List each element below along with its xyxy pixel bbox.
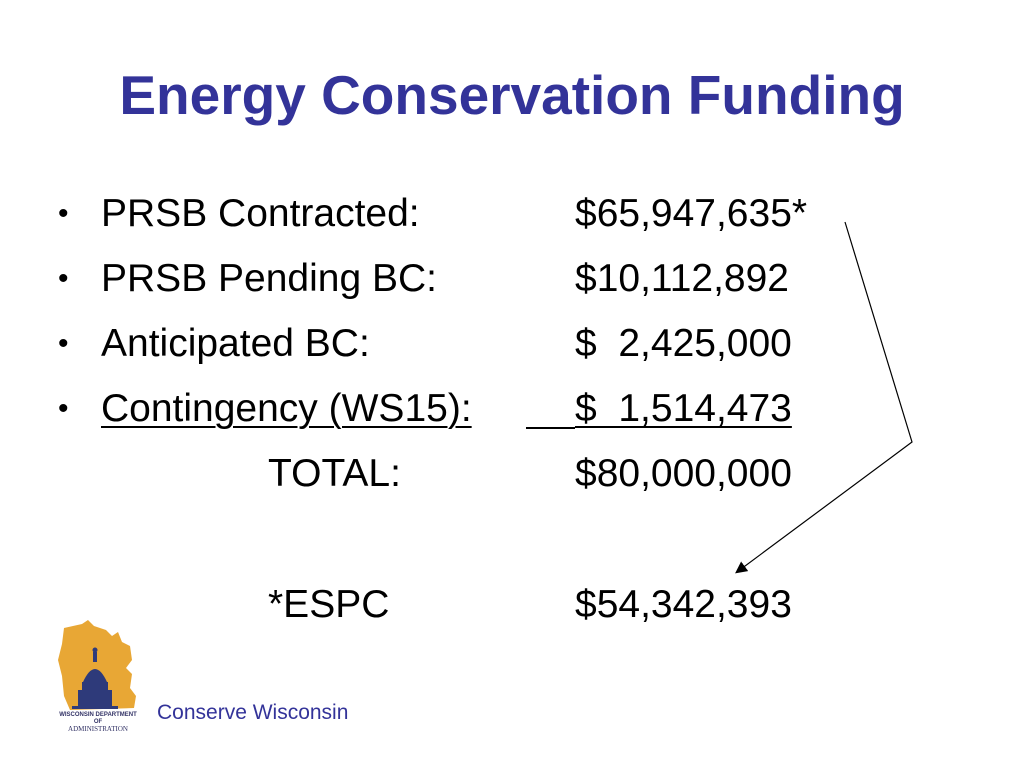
item-amount: $65,947,635* xyxy=(575,192,808,235)
slide-title: Energy Conservation Funding xyxy=(119,64,905,126)
list-item: • Contingency (WS15): $ 1,514,473 xyxy=(0,381,1024,437)
total-row: TOTAL: $80,000,000 xyxy=(0,446,1024,502)
list-item: • Anticipated BC: $ 2,425,000 xyxy=(0,316,1024,372)
logo-line2: ADMINISTRATION xyxy=(68,725,128,733)
item-amount: $10,112,892 xyxy=(575,257,789,300)
total-amount: $80,000,000 xyxy=(575,452,792,495)
bullet-icon: • xyxy=(58,262,69,295)
espc-row: *ESPC $54,342,393 xyxy=(0,577,1024,633)
item-amount: $ 1,514,473 xyxy=(575,387,792,430)
logo-caption: WISCONSIN DEPARTMENT OF ADMINISTRATION xyxy=(56,712,140,733)
item-label: PRSB Pending BC: xyxy=(101,257,438,300)
logo-line1: WISCONSIN DEPARTMENT OF xyxy=(59,712,137,725)
item-label: Contingency (WS15): xyxy=(101,387,472,430)
list-item: • PRSB Pending BC: $10,112,892 xyxy=(0,251,1024,307)
underline-divider xyxy=(526,427,575,429)
item-label: Anticipated BC: xyxy=(101,322,370,365)
wisconsin-capitol-logo-icon xyxy=(58,620,136,710)
espc-label: *ESPC xyxy=(268,583,390,626)
item-label: PRSB Contracted: xyxy=(101,192,420,235)
footer-text: Conserve Wisconsin xyxy=(157,701,349,724)
bullet-icon: • xyxy=(58,197,69,230)
list-item: • PRSB Contracted: $65,947,635* xyxy=(0,186,1024,242)
bullet-icon: • xyxy=(58,327,69,360)
espc-amount: $54,342,393 xyxy=(575,583,792,626)
bullet-icon: • xyxy=(58,392,69,425)
item-amount: $ 2,425,000 xyxy=(575,322,792,365)
total-label: TOTAL: xyxy=(268,452,401,495)
